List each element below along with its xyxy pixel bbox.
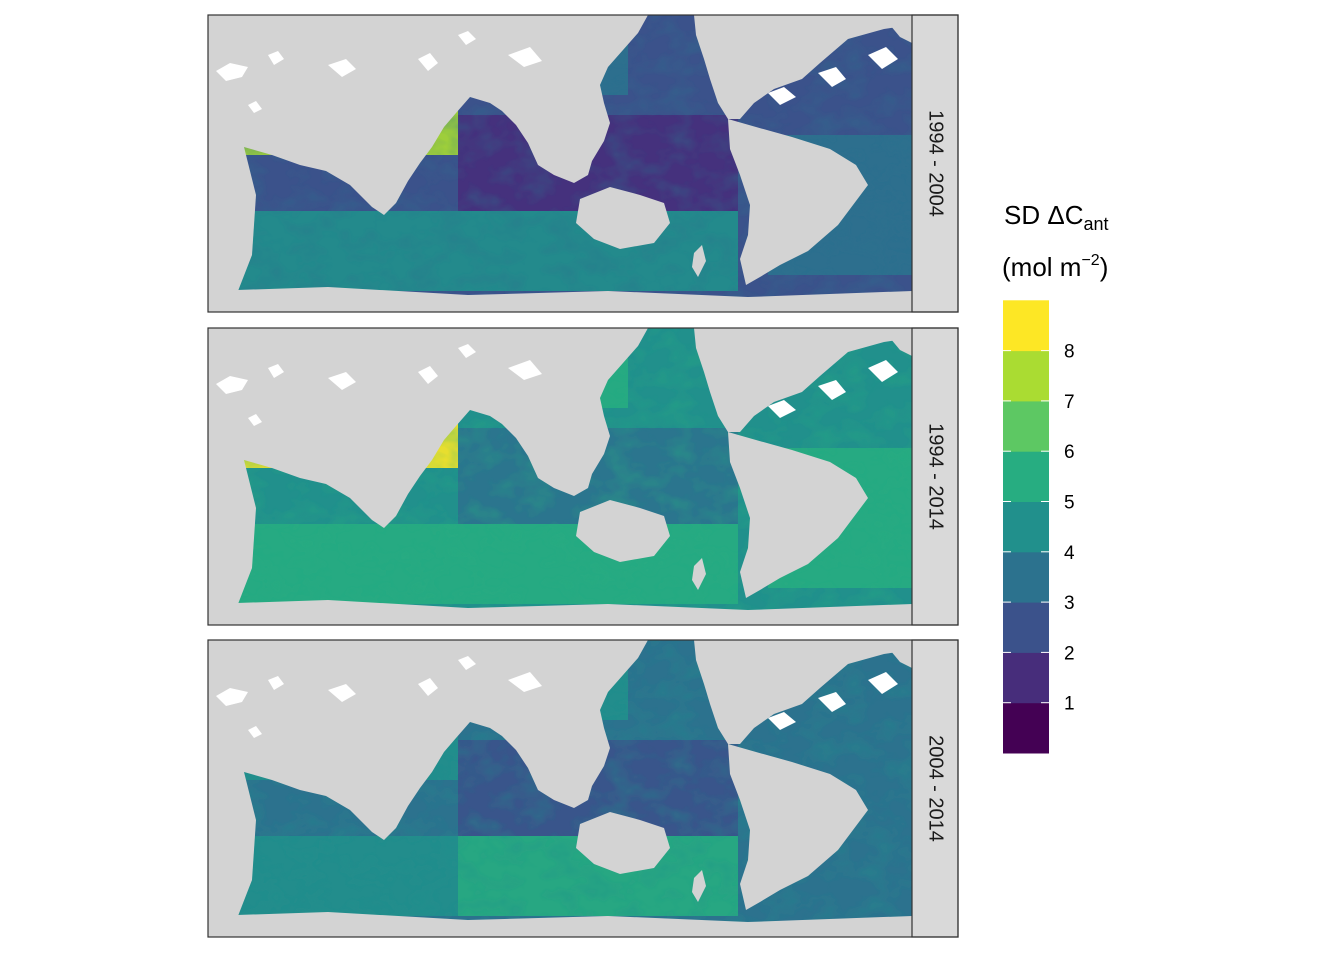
ice-patch xyxy=(248,101,262,113)
ice-patch xyxy=(418,678,438,696)
ice-patch xyxy=(458,656,476,670)
ice-patch xyxy=(216,63,248,81)
ice-patch xyxy=(268,676,284,690)
land-namerica xyxy=(694,15,912,119)
land-samerica xyxy=(728,119,868,285)
ice-patch xyxy=(508,672,542,692)
land-greenland xyxy=(884,640,912,668)
legend-bin xyxy=(1003,400,1049,452)
ice-patch xyxy=(216,376,248,394)
ice-patch xyxy=(328,684,356,702)
ice-patch xyxy=(328,59,356,77)
legend-bin xyxy=(1003,702,1049,754)
facet-label: 2004 - 2014 xyxy=(925,735,947,842)
facet-strip xyxy=(911,327,959,626)
legend-tick-label: 6 xyxy=(1064,442,1075,463)
ice-patch xyxy=(818,380,846,400)
legend-tick-label: 5 xyxy=(1064,493,1075,514)
ice-patch xyxy=(248,414,262,426)
legend-unit: (mol m−2) xyxy=(1002,252,1108,282)
panel-content xyxy=(208,15,912,312)
land-newZealand xyxy=(692,245,706,277)
legend-tick-label: 3 xyxy=(1064,593,1075,614)
facet-strip xyxy=(911,14,959,313)
ice-patch xyxy=(248,726,262,738)
land-asia xyxy=(208,328,648,528)
ice-patch xyxy=(328,372,356,390)
land-asia xyxy=(208,640,648,840)
ice-patch xyxy=(268,364,284,378)
ice-patch xyxy=(418,53,438,71)
land-antarctica xyxy=(208,287,912,312)
land-australia xyxy=(576,187,670,249)
panel-border xyxy=(207,327,959,626)
facet-label: 1994 - 2014 xyxy=(925,423,947,530)
land-australia xyxy=(576,500,670,562)
land-newZealand xyxy=(692,558,706,590)
legend-bin xyxy=(1003,350,1049,402)
ice-patch xyxy=(768,87,796,105)
panel-content xyxy=(208,640,912,937)
ice-patch xyxy=(458,31,476,45)
legend-bin xyxy=(1003,501,1049,553)
ice-patch xyxy=(868,672,898,694)
ice-patch xyxy=(508,47,542,67)
legend-tick-label: 2 xyxy=(1064,643,1075,664)
legend: SD ΔCant (mol m−2) 1 2 3 4 5 6 7 8 xyxy=(1002,200,1109,754)
land-samerica xyxy=(728,432,868,598)
ice-patch xyxy=(418,366,438,384)
land-namerica xyxy=(694,328,912,432)
panel-border xyxy=(207,639,959,938)
land-greenland xyxy=(884,328,912,356)
legend-bin xyxy=(1003,451,1049,502)
ice-patch xyxy=(768,400,796,418)
land-greenland xyxy=(884,15,912,43)
map-panel-1994-2004: 1994 - 2004 xyxy=(207,14,959,313)
land-newZealand xyxy=(692,870,706,902)
legend-bin xyxy=(1003,551,1049,603)
legend-tick-label: 1 xyxy=(1064,694,1075,715)
ice-patch xyxy=(216,688,248,706)
land-namerica xyxy=(694,640,912,744)
ice-patch xyxy=(768,712,796,730)
legend-colorbar xyxy=(1003,300,1049,754)
land-antarctica xyxy=(208,600,912,625)
ice-patch xyxy=(868,360,898,382)
land-africa xyxy=(208,772,256,916)
legend-tick-label: 7 xyxy=(1064,392,1075,413)
land-australia xyxy=(576,812,670,874)
land-asia xyxy=(208,15,648,215)
land-africa xyxy=(208,147,256,291)
map-panel-1994-2014: 1994 - 2014 xyxy=(207,327,959,626)
legend-tick-label: 4 xyxy=(1064,543,1075,564)
legend-bin xyxy=(1003,300,1049,352)
legend-bin xyxy=(1003,602,1049,653)
map-panel-2004-2014: 2004 - 2014 xyxy=(207,639,959,938)
legend-bin xyxy=(1003,652,1049,704)
legend-ticks: 1 2 3 4 5 6 7 8 xyxy=(1003,342,1075,715)
land-antarctica xyxy=(208,912,912,937)
panel-content xyxy=(208,328,912,625)
ice-patch xyxy=(818,67,846,87)
legend-title: SD ΔCant xyxy=(1004,200,1109,234)
ice-patch xyxy=(268,51,284,65)
facet-label: 1994 - 2004 xyxy=(925,110,947,217)
ice-patch xyxy=(508,360,542,380)
ice-patch xyxy=(818,692,846,712)
land-samerica xyxy=(728,744,868,910)
panel-border xyxy=(207,14,959,313)
legend-tick-label: 8 xyxy=(1064,342,1075,363)
land-africa xyxy=(208,460,256,604)
ice-patch xyxy=(868,47,898,69)
ice-patch xyxy=(458,344,476,358)
